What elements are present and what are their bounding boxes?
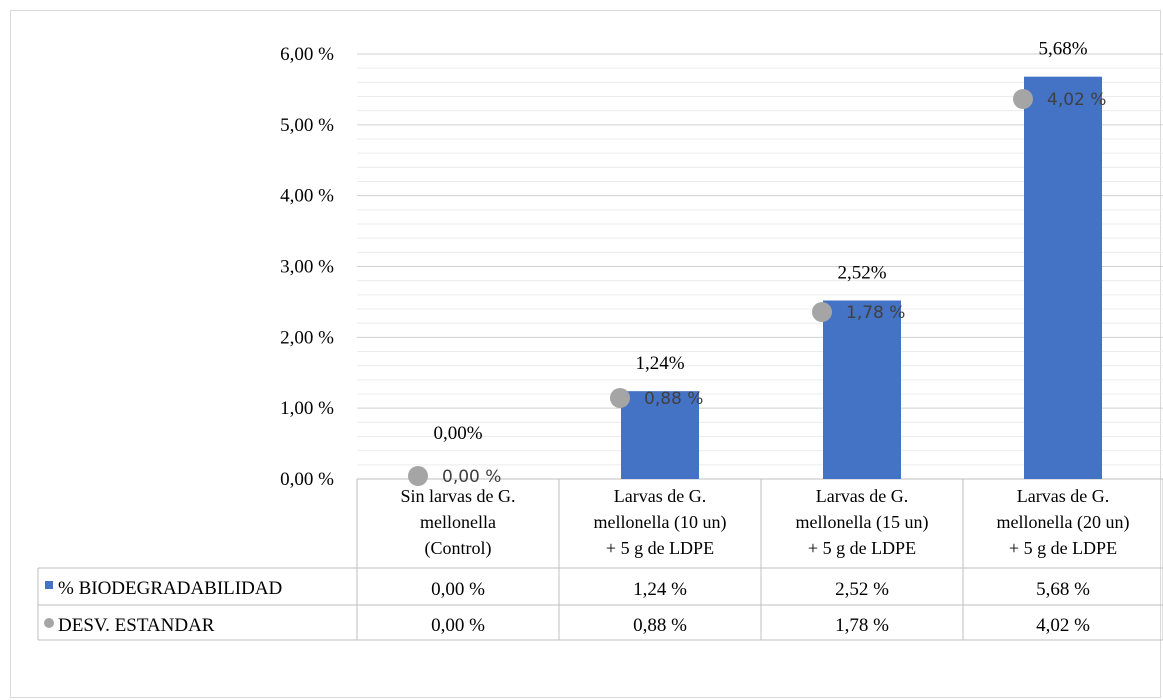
sd-data-label: 0,00 % [442, 467, 501, 487]
y-tick-label: 5,00 % [280, 115, 334, 136]
bar-biodegradabilidad [1024, 76, 1102, 480]
category-label: + 5 g de LDPE [606, 538, 714, 558]
table-cell-desv-estandar: 1,78 % [835, 615, 889, 636]
table-cell-biodegradabilidad: 0,00 % [431, 579, 485, 600]
bar-data-label: 1,24% [635, 353, 684, 374]
table-cell-biodegradabilidad: 5,68 % [1036, 579, 1090, 600]
category-label: (Control) [425, 538, 492, 559]
sd-data-label: 0,88 % [644, 389, 703, 409]
category-label: + 5 g de LDPE [1009, 538, 1117, 558]
sd-marker [812, 302, 832, 322]
y-tick-label: 2,00 % [280, 327, 334, 348]
y-tick-label: 3,00 % [280, 257, 334, 278]
sd-data-label: 1,78 % [846, 303, 905, 323]
category-label: Larvas de G. [816, 486, 908, 506]
legend-label-biodegradabilidad: % BIODEGRADABILIDAD [58, 578, 282, 599]
sd-marker [408, 466, 428, 486]
bar-data-label: 0,00% [433, 423, 482, 444]
y-tick-label: 6,00 % [280, 44, 334, 65]
table-cell-biodegradabilidad: 1,24 % [633, 579, 687, 600]
bar-data-label: 2,52% [837, 263, 886, 284]
chart-frame [10, 10, 1161, 698]
category-label: mellonella (20 un) [997, 512, 1130, 533]
legend-label-desv-estandar: DESV. ESTANDAR [58, 615, 215, 636]
table-cell-desv-estandar: 0,00 % [431, 615, 485, 636]
y-tick-label: 0,00 % [280, 469, 334, 490]
category-label: Larvas de G. [1017, 486, 1109, 506]
category-label: mellonella [420, 512, 496, 532]
bar-biodegradabilidad [621, 391, 699, 479]
legend-key-square-icon [45, 581, 53, 589]
legend-key-circle-icon [44, 618, 54, 628]
y-tick-label: 4,00 % [280, 186, 334, 207]
sd-data-label: 4,02 % [1047, 90, 1106, 110]
category-label: Larvas de G. [614, 486, 706, 506]
table-cell-desv-estandar: 0,88 % [633, 615, 687, 636]
table-cell-biodegradabilidad: 2,52 % [835, 579, 889, 600]
category-label: mellonella (15 un) [796, 512, 929, 533]
category-label: Sin larvas de G. [401, 486, 516, 506]
sd-marker [610, 388, 630, 408]
y-tick-label: 1,00 % [280, 398, 334, 419]
table-cell-desv-estandar: 4,02 % [1036, 615, 1090, 636]
category-label: mellonella (10 un) [594, 512, 727, 533]
category-label: + 5 g de LDPE [808, 538, 916, 558]
sd-marker [1013, 89, 1033, 109]
bar-data-label: 5,68% [1038, 39, 1087, 60]
bar-biodegradabilidad [823, 300, 901, 479]
